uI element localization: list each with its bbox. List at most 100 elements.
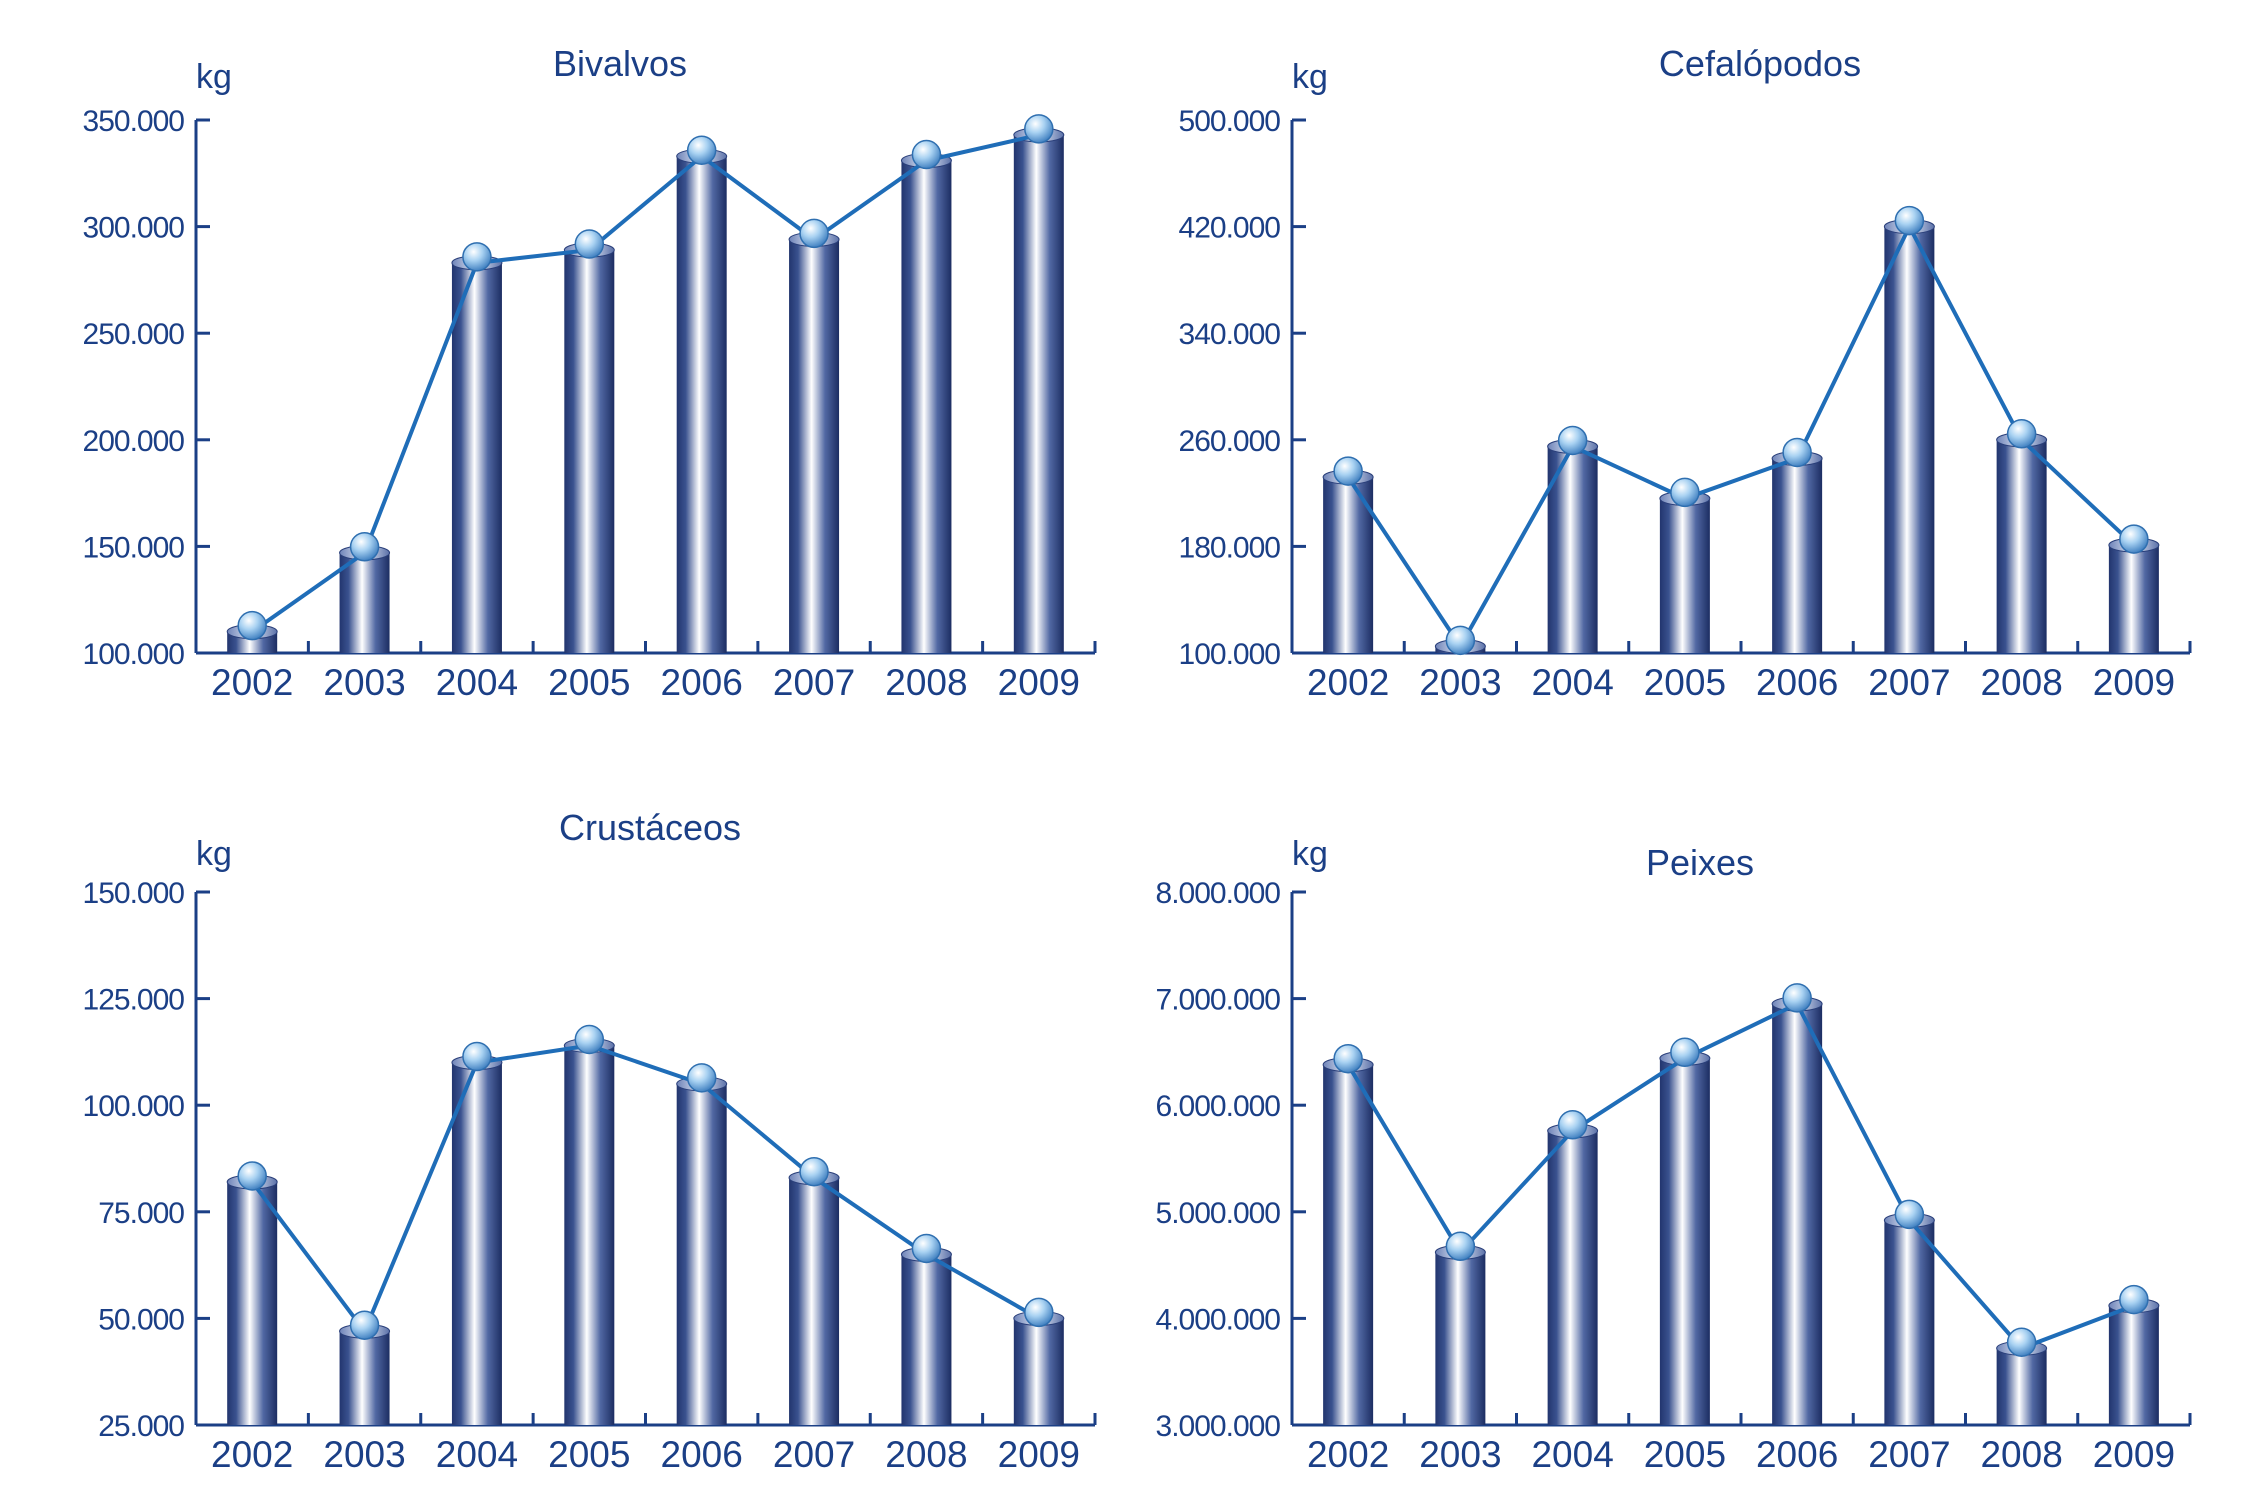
chart-title: Peixes <box>1646 842 1754 883</box>
y-tick-label: 300.000 <box>83 212 185 245</box>
chart-crustaceos: Crustáceos kg 25.000 50.000 75.000 100.000 1… <box>83 807 1097 1475</box>
data-point-marker <box>2006 419 2037 449</box>
x-tick-label: 2009 <box>998 662 1080 703</box>
plot-area: 100.000 180.000 260.000 340.000 420.000 500.0… <box>1179 105 2192 703</box>
y-tick-label: 100.000 <box>83 638 185 671</box>
x-tick-label: 2002 <box>1307 662 1389 703</box>
data-point-marker <box>911 139 942 170</box>
data-point-marker <box>799 218 829 249</box>
data-point-marker <box>1333 1043 1363 1074</box>
bar <box>1013 1310 1065 1425</box>
bar <box>900 153 952 653</box>
data-point-marker <box>1445 1231 1476 1262</box>
bar <box>788 231 840 653</box>
bar <box>676 148 728 653</box>
data-point-marker <box>1557 1110 1588 1140</box>
x-tick-label: 2004 <box>436 1434 518 1475</box>
x-tick-label: 2002 <box>211 662 293 703</box>
y-tick-label: 350.000 <box>83 105 185 138</box>
x-tick-label: 2006 <box>1756 662 1838 703</box>
y-tick-label: 100.000 <box>83 1090 185 1123</box>
y-tick-label: 150.000 <box>83 877 185 910</box>
data-point-marker <box>574 1024 605 1055</box>
data-point-marker <box>349 1310 380 1340</box>
y-tick-label: 5.000.000 <box>1156 1197 1281 1230</box>
data-point-marker <box>1333 456 1363 486</box>
bar <box>788 1170 840 1425</box>
x-tick-label: 2007 <box>1868 662 1950 703</box>
data-point-marker <box>1024 114 1054 144</box>
data-point-marker <box>1782 983 1812 1013</box>
y-tick-label: 50.000 <box>98 1303 184 1336</box>
bar <box>1547 1123 1599 1425</box>
bar <box>1013 127 1065 653</box>
series-line <box>1346 1001 2135 1351</box>
y-unit-label: kg <box>196 835 232 873</box>
plot-area: 25.000 50.000 75.000 100.000 125.000 150.000 2… <box>83 877 1097 1475</box>
bar <box>2108 537 2160 653</box>
bar <box>900 1246 952 1425</box>
x-tick-label: 2009 <box>2093 1434 2175 1475</box>
bar <box>1771 450 1823 653</box>
bar <box>1996 432 2048 653</box>
bar <box>339 545 391 653</box>
y-unit-label: kg <box>1292 835 1328 873</box>
data-point-marker <box>462 1041 492 1072</box>
x-tick-label: 2003 <box>1419 1434 1501 1475</box>
y-tick-label: 260.000 <box>1179 425 1281 458</box>
data-point-marker <box>462 242 492 272</box>
y-tick-label: 4.000.000 <box>1156 1303 1281 1336</box>
x-tick-label: 2004 <box>1531 662 1613 703</box>
x-tick-label: 2009 <box>2093 662 2175 703</box>
data-point-marker <box>1670 1037 1700 1068</box>
data-point-marker <box>2006 1327 2037 1357</box>
x-tick-label: 2005 <box>548 662 630 703</box>
y-tick-label: 8.000.000 <box>1156 877 1281 910</box>
x-tick-label: 2004 <box>436 662 518 703</box>
series-line <box>1346 224 2136 649</box>
y-tick-label: 420.000 <box>1179 212 1281 245</box>
y-tick-label: 25.000 <box>98 1410 184 1443</box>
bar <box>2108 1298 2160 1425</box>
bar <box>1659 490 1711 653</box>
data-point-marker <box>2119 524 2149 554</box>
y-unit-label: kg <box>196 58 232 96</box>
y-tick-label: 340.000 <box>1179 318 1281 351</box>
y-tick-label: 500.000 <box>1179 105 1281 138</box>
x-tick-label: 2006 <box>661 662 743 703</box>
x-tick-label: 2007 <box>1868 1434 1950 1475</box>
plot-area: 3.000.000 4.000.000 5.000.000 6.000.000 7.00… <box>1156 877 2192 1475</box>
data-point-marker <box>1670 477 1700 508</box>
bar <box>451 255 503 653</box>
bar <box>1434 1244 1486 1425</box>
x-tick-label: 2009 <box>998 1434 1080 1475</box>
bar <box>1883 219 1935 653</box>
data-point-marker <box>911 1233 942 1264</box>
chart-title: Cefalópodos <box>1659 43 1861 84</box>
data-point-marker <box>1782 437 1812 468</box>
bar <box>563 1038 615 1425</box>
x-tick-label: 2005 <box>1644 1434 1726 1475</box>
chart-bivalvos: Bivalvos kg 100.000 150.000 200.000 250.000… <box>83 43 1097 703</box>
y-tick-label: 100.000 <box>1179 638 1281 671</box>
data-point-marker <box>799 1156 829 1187</box>
chart-title: Bivalvos <box>553 43 687 84</box>
x-tick-label: 2008 <box>1980 1434 2062 1475</box>
y-tick-label: 180.000 <box>1179 531 1281 564</box>
bar <box>1322 1057 1374 1425</box>
data-point-marker <box>1894 205 1925 236</box>
x-tick-label: 2008 <box>1980 662 2062 703</box>
x-tick-label: 2003 <box>1419 662 1501 703</box>
x-tick-label: 2005 <box>1644 662 1726 703</box>
chart-title: Crustáceos <box>559 807 741 848</box>
x-tick-label: 2003 <box>323 1434 405 1475</box>
y-tick-label: 6.000.000 <box>1156 1090 1281 1123</box>
chart-peixes: Peixes kg 3.000.000 4.000.000 5.000.000 6.0… <box>1156 835 2192 1475</box>
bar <box>451 1055 503 1425</box>
x-tick-label: 2004 <box>1531 1434 1613 1475</box>
x-tick-label: 2007 <box>773 1434 855 1475</box>
data-point-marker <box>1024 1297 1054 1328</box>
bar <box>1547 438 1599 653</box>
series-line <box>250 1043 1040 1334</box>
data-point-marker <box>349 532 380 562</box>
